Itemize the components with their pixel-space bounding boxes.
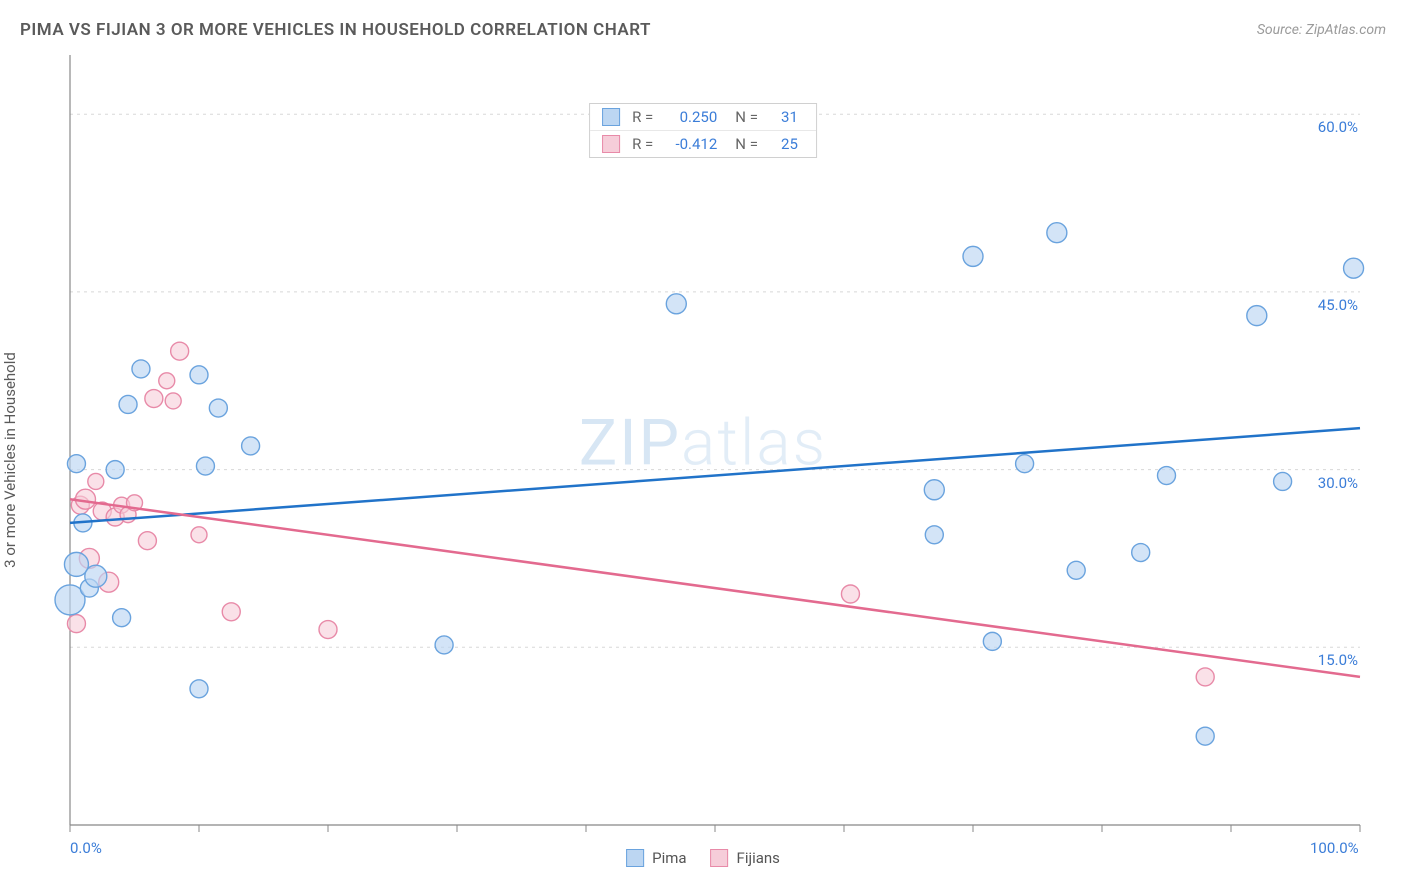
n-label: N =	[735, 135, 758, 153]
data-point	[222, 603, 240, 621]
x-tick-label: 100.0%	[1310, 839, 1359, 857]
r-label: R =	[632, 108, 653, 126]
data-point	[119, 395, 137, 413]
legend-item: Pima	[626, 849, 686, 867]
data-point	[85, 565, 107, 587]
r-value: 0.250	[665, 108, 717, 126]
r-value: -0.412	[665, 135, 717, 153]
x-tick-label: 0.0%	[70, 839, 102, 857]
data-point	[1067, 561, 1085, 579]
data-point	[145, 390, 163, 408]
n-value: 25	[770, 135, 798, 153]
stats-row: R = 0.250 N = 31	[590, 104, 816, 130]
data-point	[67, 615, 85, 633]
chart-source: Source: ZipAtlas.com	[1257, 22, 1386, 38]
n-value: 31	[770, 108, 798, 126]
data-point	[963, 246, 983, 266]
y-tick-label: 15.0%	[1318, 651, 1358, 669]
data-point	[435, 636, 453, 654]
data-point	[242, 437, 260, 455]
legend-label: Pima	[652, 849, 686, 867]
data-point	[1247, 306, 1267, 326]
data-point	[113, 609, 131, 627]
data-point	[1196, 727, 1214, 745]
data-point	[165, 393, 181, 409]
trend-line	[70, 499, 1360, 677]
data-point	[171, 342, 189, 360]
n-label: N =	[735, 108, 758, 126]
y-tick-label: 30.0%	[1318, 474, 1358, 492]
data-point	[1274, 472, 1292, 490]
data-point	[67, 455, 85, 473]
stats-row: R = -0.412 N = 25	[590, 130, 816, 157]
data-point	[106, 461, 124, 479]
data-point	[841, 585, 859, 603]
data-point	[191, 527, 207, 543]
data-point	[196, 457, 214, 475]
data-point	[1196, 668, 1214, 686]
chart-title: PIMA VS FIJIAN 3 OR MORE VEHICLES IN HOU…	[20, 20, 651, 40]
data-point	[1132, 544, 1150, 562]
series-swatch	[602, 108, 620, 126]
legend-label: Fijians	[737, 849, 780, 867]
data-point	[666, 294, 686, 314]
stats-box: R = 0.250 N = 31 R = -0.412 N = 25	[589, 103, 817, 158]
data-point	[190, 366, 208, 384]
data-point	[1047, 223, 1067, 243]
legend-item: Fijians	[711, 849, 780, 867]
data-point	[983, 632, 1001, 650]
data-point	[319, 621, 337, 639]
data-point	[88, 473, 104, 489]
data-point	[138, 532, 156, 550]
data-point	[1016, 455, 1034, 473]
data-point	[159, 373, 175, 389]
data-point	[924, 480, 944, 500]
y-tick-label: 60.0%	[1318, 118, 1358, 136]
y-axis-label: 3 or more Vehicles in Household	[1, 352, 19, 568]
y-tick-label: 45.0%	[1318, 296, 1358, 314]
legend: Pima Fijians	[626, 849, 780, 867]
series-swatch	[711, 849, 729, 867]
r-label: R =	[632, 135, 653, 153]
data-point	[190, 680, 208, 698]
data-point	[132, 360, 150, 378]
data-point	[1344, 258, 1364, 278]
data-point	[925, 526, 943, 544]
chart-header: PIMA VS FIJIAN 3 OR MORE VEHICLES IN HOU…	[20, 10, 1386, 45]
chart-area: 3 or more Vehicles in Household ZIPatlas…	[20, 45, 1386, 875]
data-point	[1158, 467, 1176, 485]
data-point	[209, 399, 227, 417]
series-swatch	[626, 849, 644, 867]
series-swatch	[602, 135, 620, 153]
chart-svg	[20, 45, 1386, 845]
chart-container: PIMA VS FIJIAN 3 OR MORE VEHICLES IN HOU…	[0, 0, 1406, 892]
